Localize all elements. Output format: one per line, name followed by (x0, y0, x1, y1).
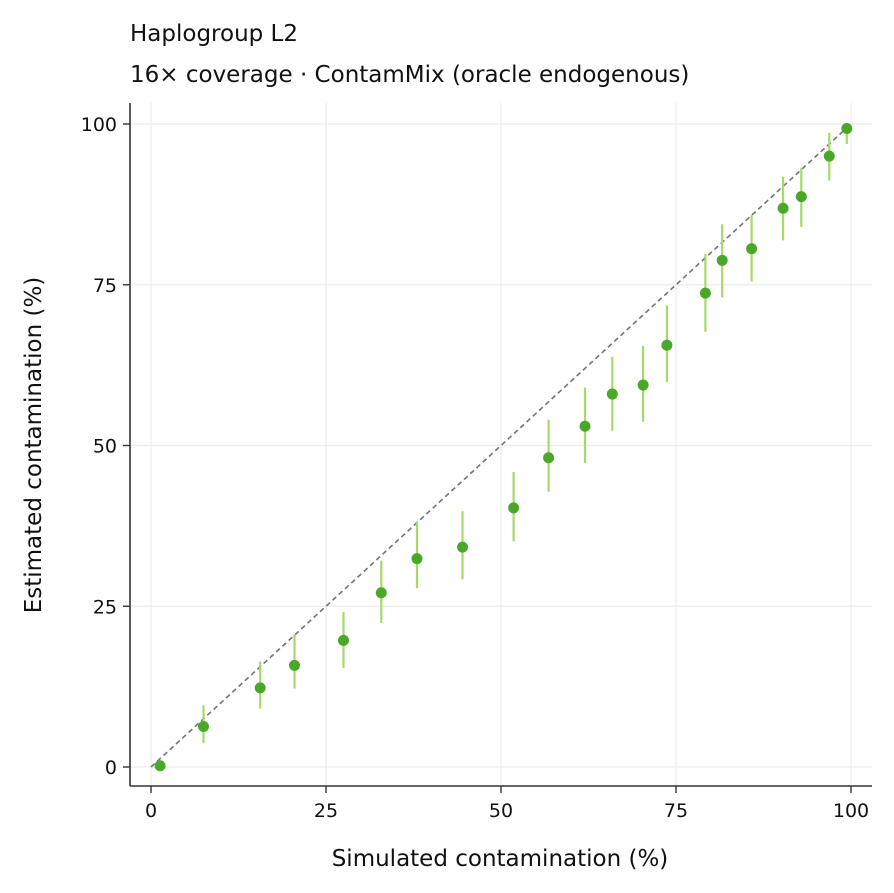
y-tick-label: 50 (93, 436, 117, 458)
y-tick-label: 25 (93, 596, 117, 618)
reference-line (150, 123, 852, 768)
reference-line-group (150, 123, 852, 768)
data-point (198, 720, 209, 732)
chart-subtitle: 16× coverage · ContamMix (oracle endogen… (130, 62, 689, 88)
data-point (457, 541, 468, 553)
data-point (841, 123, 853, 135)
y-tick-label: 100 (81, 114, 117, 136)
data-point (375, 587, 387, 599)
data-point (777, 202, 789, 214)
y-tick-label: 0 (105, 757, 117, 779)
data-point (543, 452, 555, 464)
y-axis-ticks: 0 25 50 75 100 (81, 114, 130, 779)
x-tick-label: 75 (664, 800, 688, 822)
x-tick-label: 0 (145, 800, 157, 822)
chart-title: Haplogroup L2 (130, 21, 298, 47)
x-tick-label: 25 (314, 800, 338, 822)
data-points (154, 123, 853, 772)
data-point (637, 379, 649, 391)
x-axis-ticks: 0 25 50 75 100 (145, 786, 869, 822)
y-axis-label: Estimated contamination (%) (21, 277, 47, 614)
data-point (154, 760, 166, 772)
data-point (823, 150, 835, 162)
data-point (746, 243, 758, 255)
data-point (289, 659, 300, 671)
y-tick-label: 75 (93, 275, 117, 297)
data-point (661, 339, 673, 351)
gridlines (130, 103, 872, 786)
data-point (716, 254, 728, 266)
x-axis-label: Simulated contamination (%) (332, 846, 669, 872)
data-point (699, 287, 711, 299)
x-tick-label: 50 (489, 800, 513, 822)
data-point (579, 420, 591, 432)
data-point (254, 682, 266, 694)
data-point (795, 191, 807, 203)
data-point (606, 388, 618, 400)
data-point (411, 553, 423, 565)
data-point (508, 502, 520, 514)
data-point (338, 634, 349, 646)
x-tick-label: 100 (833, 800, 869, 822)
